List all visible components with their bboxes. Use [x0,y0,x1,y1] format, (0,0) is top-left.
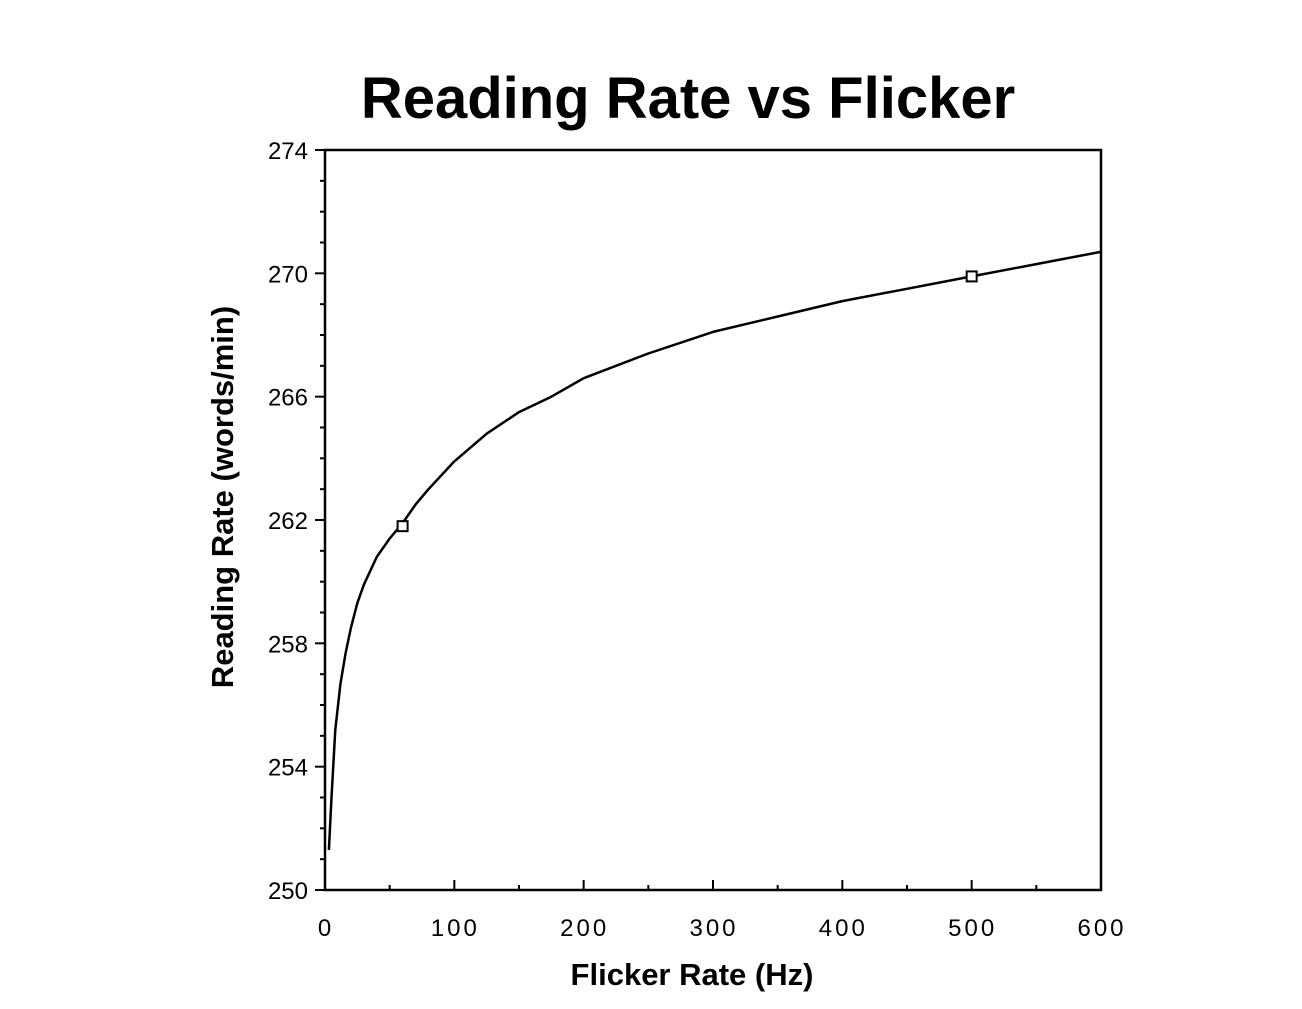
y-axis-label: Reading Rate (words/min) [205,306,240,688]
y-tick-label: 258 [268,631,308,658]
x-axis-ticks: 0 100 200 300 400 500 600 [318,880,1126,942]
x-tick-label: 400 [819,915,868,942]
x-tick-label: 200 [560,915,609,942]
y-tick-label: 270 [268,261,308,288]
x-axis-label: Flicker Rate (Hz) [571,957,814,992]
plot-frame [323,148,1103,892]
chart-title: Reading Rate vs Flicker [361,66,1015,131]
x-tick-label: 0 [318,915,334,942]
data-point-marker [396,520,409,533]
y-tick-label: 266 [268,385,308,412]
y-tick-label: 274 [268,138,308,165]
x-tick-label: 300 [689,915,738,942]
x-tick-label: 100 [431,915,480,942]
plot-series [327,250,1102,850]
y-tick-label: 250 [268,878,308,905]
y-axis-ticks: 250 254 258 262 266 270 274 [268,138,325,905]
data-point-marker [965,270,978,283]
y-tick-label: 262 [268,508,308,535]
x-tick-label: 500 [948,915,997,942]
fit-curve-line [327,250,1102,850]
x-tick-label: 600 [1077,915,1126,942]
y-tick-label: 254 [268,755,308,782]
